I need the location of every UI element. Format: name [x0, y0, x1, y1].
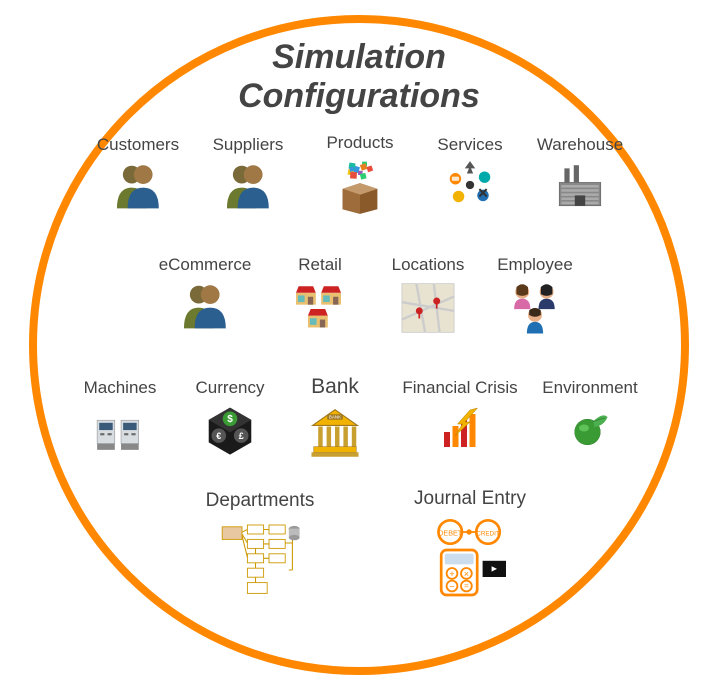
item-customers: Customers	[78, 135, 198, 211]
title-line1: Simulation	[0, 38, 718, 77]
item-label-warehouse: Warehouse	[537, 135, 623, 155]
diagram-title: SimulationConfigurations	[0, 38, 718, 116]
svg-text:£: £	[239, 431, 244, 441]
environment-icon	[565, 402, 615, 452]
item-environment: Environment	[530, 378, 650, 452]
retail-icon	[284, 279, 356, 339]
item-label-environment: Environment	[542, 378, 637, 398]
people-icon	[177, 279, 233, 331]
item-label-customers: Customers	[97, 135, 179, 155]
people-icon	[220, 159, 276, 211]
item-bank: Bank BANK	[275, 375, 395, 459]
departments-icon	[195, 516, 325, 606]
item-ecommerce: eCommerce	[145, 255, 265, 331]
svg-text:CREDIT: CREDIT	[476, 531, 500, 538]
item-employee: Employee	[475, 255, 595, 337]
map-icon	[394, 279, 462, 337]
svg-text:$: $	[227, 414, 233, 425]
warehouse-icon	[549, 159, 611, 211]
item-label-employee: Employee	[497, 255, 573, 275]
people-icon	[110, 159, 166, 211]
item-label-services: Services	[437, 135, 502, 155]
item-warehouse: Warehouse	[520, 135, 640, 211]
title-line2: Configurations	[0, 77, 718, 116]
crisis-icon	[427, 402, 493, 452]
item-services: Services	[410, 135, 530, 211]
svg-text:€: €	[216, 431, 221, 441]
item-journalentry: Journal Entry DEBET CREDIT + ×− =	[410, 488, 530, 604]
item-label-departments: Departments	[206, 490, 315, 512]
item-label-suppliers: Suppliers	[213, 135, 284, 155]
item-label-products: Products	[326, 133, 393, 153]
item-financialcrisis: Financial Crisis	[400, 378, 520, 452]
employees-icon	[500, 279, 570, 337]
currency-icon: $ € £	[202, 402, 258, 458]
item-retail: Retail	[260, 255, 380, 339]
item-suppliers: Suppliers	[188, 135, 308, 211]
svg-text:=: =	[464, 582, 469, 591]
item-departments: Departments	[200, 490, 320, 606]
item-label-locations: Locations	[392, 255, 465, 275]
bank-icon: BANK	[304, 403, 366, 459]
item-label-currency: Currency	[196, 378, 265, 398]
item-label-financialcrisis: Financial Crisis	[402, 378, 517, 398]
journal-icon: DEBET CREDIT + ×− =	[405, 514, 535, 604]
item-machines: Machines	[60, 378, 180, 454]
services-icon	[439, 159, 501, 211]
item-locations: Locations	[368, 255, 488, 337]
machines-icon	[80, 402, 160, 454]
item-label-machines: Machines	[84, 378, 157, 398]
item-label-journalentry: Journal Entry	[414, 488, 526, 510]
svg-text:BANK: BANK	[329, 415, 341, 420]
svg-text:×: ×	[464, 569, 469, 579]
svg-text:DEBET: DEBET	[438, 529, 463, 538]
box-icon	[328, 157, 392, 215]
svg-text:−: −	[449, 582, 454, 592]
item-label-retail: Retail	[298, 255, 341, 275]
svg-text:+: +	[449, 569, 454, 579]
item-label-ecommerce: eCommerce	[159, 255, 252, 275]
item-label-bank: Bank	[311, 375, 359, 399]
item-currency: Currency $ € £	[170, 378, 290, 458]
item-products: Products	[300, 133, 420, 215]
